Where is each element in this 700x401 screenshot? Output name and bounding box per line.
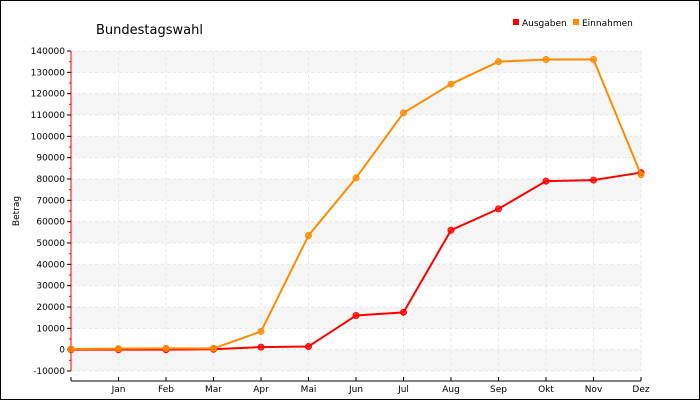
x-tick-label: Mar (205, 385, 222, 395)
data-point (352, 174, 360, 182)
data-point (400, 109, 407, 117)
data-point (257, 328, 265, 336)
y-tick-label: 140000 (31, 47, 66, 57)
x-tick-label: Jul (397, 385, 409, 395)
legend-swatch (573, 19, 579, 25)
data-point (162, 344, 170, 352)
y-axis-label: Betrag (12, 196, 22, 226)
chart-title: Bundestagswahl (96, 23, 203, 38)
data-point (447, 80, 455, 88)
legend-label: Einnahmen (582, 19, 633, 29)
x-tick-label: Feb (158, 385, 174, 395)
y-tick-label: 80000 (36, 175, 65, 185)
y-tick-label: 120000 (31, 90, 66, 100)
y-tick-label: 40000 (36, 260, 65, 270)
x-tick-label: Jan (111, 385, 126, 395)
data-point (590, 56, 597, 64)
data-point (400, 308, 407, 316)
x-tick-label: Mai (301, 385, 317, 395)
data-point (352, 312, 360, 320)
data-point (257, 343, 265, 351)
data-point (447, 226, 455, 234)
x-tick-label: Okt (538, 385, 554, 395)
data-point (495, 58, 502, 66)
y-tick-label: 110000 (31, 111, 66, 121)
data-point (67, 345, 75, 353)
x-tick-label: Apr (253, 385, 269, 395)
legend-swatch (513, 19, 519, 25)
legend: Ausgaben Einnahmen (513, 19, 633, 29)
y-tick-label: 0 (59, 346, 65, 356)
y-tick-label: 130000 (31, 68, 66, 78)
data-point (542, 56, 550, 64)
data-point (210, 344, 217, 352)
x-tick-label: Aug (442, 385, 460, 395)
y-tick-label: 70000 (36, 196, 65, 206)
x-tick-label: Nov (585, 385, 603, 395)
data-point (305, 342, 312, 350)
data-point (542, 177, 550, 185)
x-tick-label: Sep (490, 385, 507, 395)
y-tick-label: 60000 (36, 218, 65, 228)
axes: -10000 0 10000 20000 30000 40000 50000 60000 700… (31, 47, 650, 395)
data-point (637, 171, 645, 179)
legend-label: Ausgaben (522, 19, 567, 29)
y-tick-label: 90000 (36, 154, 65, 164)
series-layer (67, 56, 645, 354)
y-tick-label: 20000 (36, 303, 65, 313)
plot-band (71, 51, 641, 73)
x-tick-label: Jun (348, 385, 363, 395)
data-point (305, 232, 312, 240)
data-point (115, 345, 122, 353)
data-point (590, 176, 597, 184)
y-tick-label: 30000 (36, 282, 65, 292)
y-tick-label: 100000 (31, 132, 66, 142)
x-tick-label: Dez (632, 385, 649, 395)
y-tick-label: 50000 (36, 239, 65, 249)
y-tick-label: -10000 (33, 367, 65, 377)
data-point (495, 205, 502, 213)
y-tick-label: 10000 (36, 324, 65, 334)
